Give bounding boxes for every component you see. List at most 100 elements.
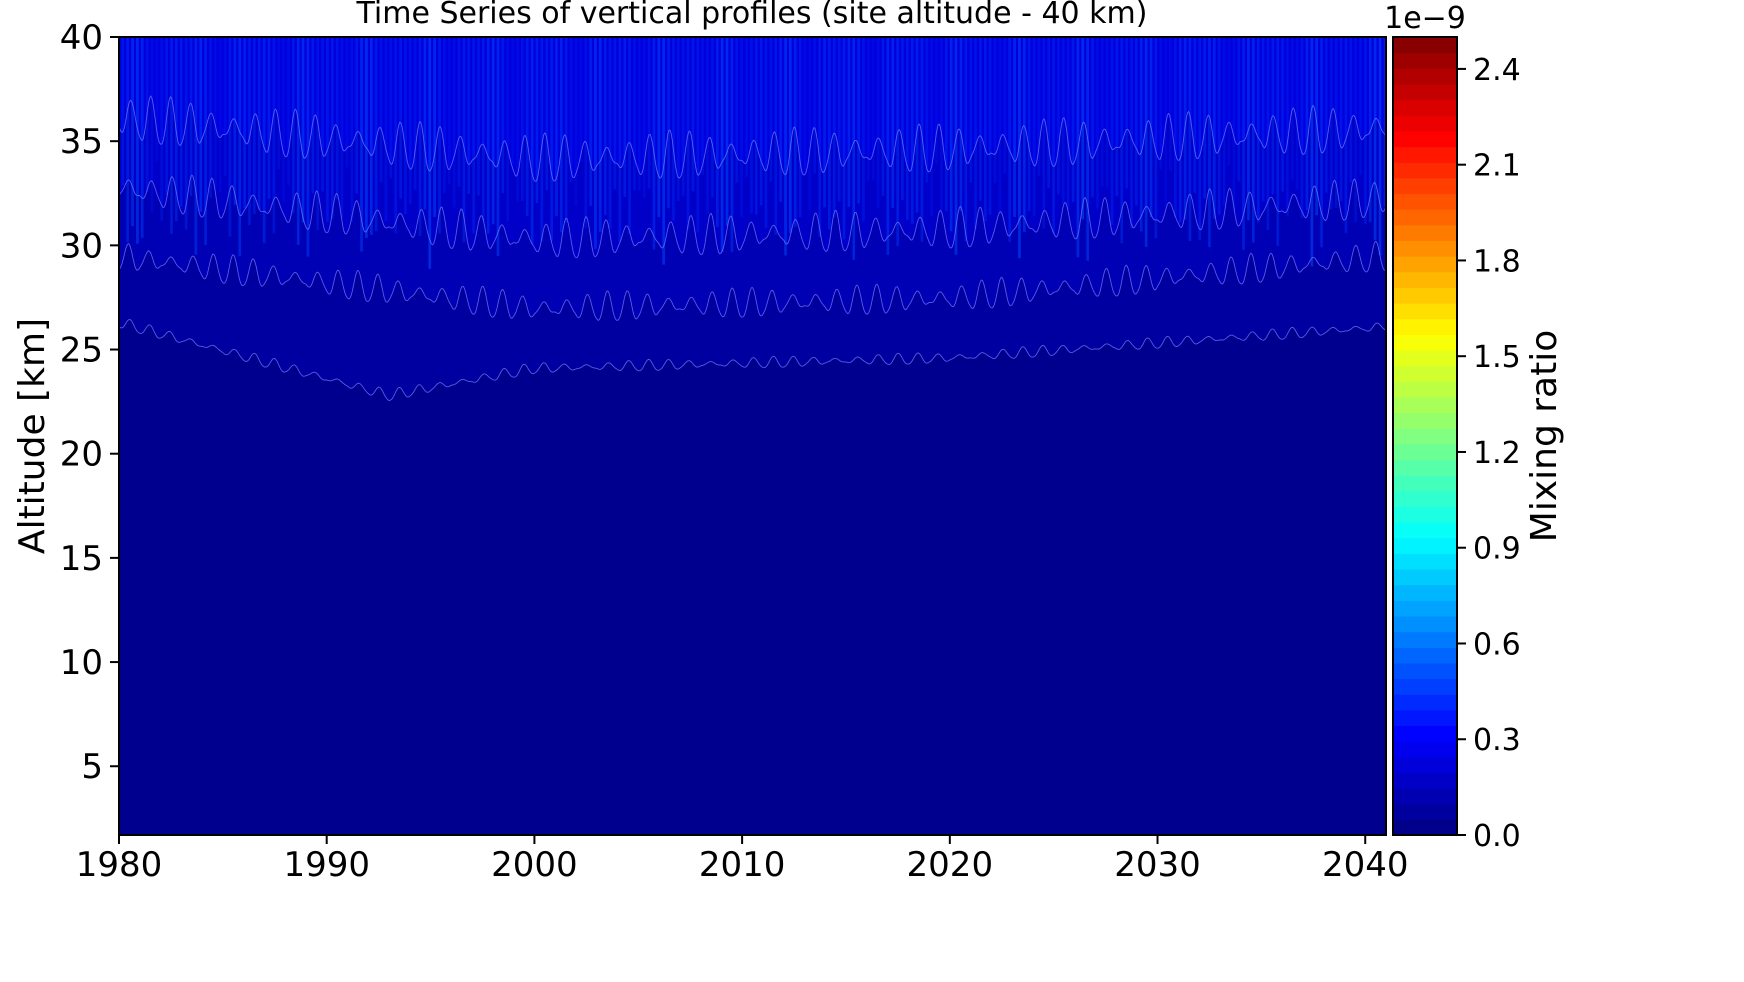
colorbar-band xyxy=(1393,303,1457,320)
heatmap-streak xyxy=(560,37,563,233)
heatmap-streak xyxy=(511,37,514,164)
heatmap-streak xyxy=(959,37,963,212)
colorbar-band xyxy=(1393,741,1457,758)
colorbar-tick-label: 2.4 xyxy=(1473,53,1521,88)
heatmap-streak xyxy=(852,37,856,260)
heatmap-streak xyxy=(1139,37,1143,232)
colorbar-tick-label: 2.1 xyxy=(1473,149,1521,184)
heatmap-streak xyxy=(1042,37,1046,229)
heatmap-streak xyxy=(764,37,768,228)
plot-area xyxy=(119,37,1386,835)
heatmap-streak xyxy=(1120,37,1124,244)
colorbar-offset-text: 1e−9 xyxy=(1384,1,1466,36)
y-tick-label: 10 xyxy=(60,643,103,683)
heatmap-streak xyxy=(321,37,324,192)
heatmap-streak xyxy=(793,37,797,227)
heatmap-streak xyxy=(1242,37,1245,250)
heatmap-streak xyxy=(1023,37,1026,233)
x-axis: 1980 1990 2000 2010 2020 2030 2040 xyxy=(76,835,1408,885)
heatmap-streak xyxy=(136,37,139,244)
heatmap-streak xyxy=(360,37,363,252)
contour-lines xyxy=(119,95,1386,401)
heatmap-streak xyxy=(121,37,125,186)
y-axis-label: Altitude [km] xyxy=(12,318,53,554)
heatmap-streak xyxy=(910,37,914,224)
heatmap-streak xyxy=(209,37,212,198)
heatmap-streak xyxy=(901,37,904,201)
heatmap-streak xyxy=(740,37,743,217)
colorbar-frame xyxy=(1392,36,1458,836)
heatmap-streak xyxy=(1300,37,1304,219)
y-tick-label: 5 xyxy=(81,747,103,787)
heatmap-streak xyxy=(789,37,792,233)
colorbar-band xyxy=(1393,475,1457,492)
heatmap-streak xyxy=(540,37,544,242)
colorbar: 0.0 0.3 0.6 0.9 1.2 1.5 1.8 2.1 2.4 1e−9 Mixing … xyxy=(1384,1,1565,854)
colorbar-tick-label: 1.2 xyxy=(1473,436,1521,471)
heatmap-streak xyxy=(1330,37,1333,210)
heatmap-streak xyxy=(1364,37,1367,225)
heatmap-streak xyxy=(1339,37,1343,201)
colorbar-band xyxy=(1393,83,1457,101)
heatmap-streak xyxy=(223,37,227,177)
heatmap-streak xyxy=(998,37,1002,213)
heatmap-streak xyxy=(1071,37,1075,203)
colorbar-band xyxy=(1393,68,1457,85)
heatmap-streak xyxy=(862,37,865,222)
heatmap-streak xyxy=(1052,37,1055,234)
heatmap-streak xyxy=(496,37,500,257)
chart-title: Time Series of vertical profiles (site a… xyxy=(356,0,1148,31)
colorbar-band xyxy=(1393,209,1457,226)
heatmap-streak xyxy=(477,37,480,196)
heatmap-streak xyxy=(720,37,724,253)
heatmap-streak xyxy=(681,37,685,197)
heatmap-streak xyxy=(1261,37,1265,202)
heatmap-streak xyxy=(155,37,159,162)
heatmap-streak xyxy=(243,37,246,208)
heatmap-streak xyxy=(1208,37,1211,248)
heatmap-streak xyxy=(296,37,300,245)
heatmap-streak xyxy=(1091,37,1094,198)
heatmap-streak xyxy=(808,37,812,211)
colorbar-band xyxy=(1393,490,1457,508)
heatmap-streak xyxy=(486,37,490,234)
heatmap-streak xyxy=(969,37,973,183)
heatmap-streak xyxy=(886,37,890,255)
heatmap-streak xyxy=(126,37,129,242)
heatmap-streak xyxy=(1378,37,1382,256)
heatmap-streak xyxy=(1008,37,1011,242)
heatmap-streak xyxy=(652,37,656,250)
colorbar-band xyxy=(1393,725,1457,742)
heatmap-streak xyxy=(530,37,534,244)
heatmap-streak xyxy=(628,37,631,235)
heatmap-streak xyxy=(1066,37,1070,211)
heatmap-streak xyxy=(170,37,173,234)
colorbar-band xyxy=(1393,240,1457,257)
heatmap-streak xyxy=(365,37,368,238)
heatmap-streak xyxy=(1213,37,1216,219)
heatmap-streak xyxy=(1373,37,1377,241)
heatmap-streak xyxy=(189,37,193,197)
heatmap-streak xyxy=(1003,37,1007,174)
heatmap-streak xyxy=(1320,37,1323,248)
heatmap-streak xyxy=(1325,37,1328,193)
colorbar-band xyxy=(1393,600,1457,617)
heatmap-streak xyxy=(272,37,276,234)
heatmap-streak xyxy=(725,37,729,226)
heatmap-streak xyxy=(1222,37,1226,206)
heatmap-streak xyxy=(828,37,831,230)
colorbar-band xyxy=(1393,115,1457,132)
heatmap-streak xyxy=(423,37,427,210)
heatmap-streak xyxy=(428,37,432,269)
heatmap-streak xyxy=(662,37,665,265)
heatmap-streak xyxy=(1057,37,1060,195)
heatmap-streak xyxy=(433,37,436,217)
x-tick-label: 1990 xyxy=(283,845,370,885)
heatmap-streak xyxy=(370,37,373,235)
y-axis: 5 10 15 20 25 30 35 40 xyxy=(60,18,119,787)
heatmap-streak xyxy=(1130,37,1133,229)
heatmap-streak xyxy=(750,37,753,214)
heatmap-streak xyxy=(920,37,924,242)
heatmap-streak xyxy=(813,37,817,174)
